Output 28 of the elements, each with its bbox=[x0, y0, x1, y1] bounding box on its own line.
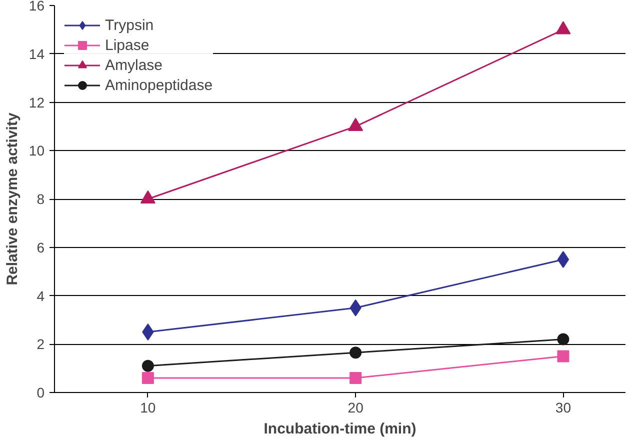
y-tick-label: 6 bbox=[36, 239, 45, 256]
point bbox=[350, 346, 362, 359]
point bbox=[557, 250, 570, 268]
x-tick-label: 20 bbox=[348, 400, 364, 416]
point bbox=[142, 372, 154, 384]
y-tick-label: 4 bbox=[36, 288, 45, 304]
y-tick-label: 14 bbox=[28, 46, 45, 62]
point bbox=[557, 333, 570, 346]
legend-label: Amylase bbox=[105, 56, 163, 74]
y-tick-label: 8 bbox=[36, 191, 45, 207]
x-tick-label: 10 bbox=[140, 400, 156, 416]
point bbox=[140, 190, 156, 204]
y-axis-title: Relative enzyme activity bbox=[4, 112, 21, 286]
y-tick-label: 10 bbox=[28, 142, 45, 159]
legend-label: Aminopeptidase bbox=[105, 76, 213, 94]
legend-label: Trypsin bbox=[105, 16, 154, 34]
legend-label: Lipase bbox=[105, 36, 150, 54]
point bbox=[350, 372, 362, 384]
point bbox=[556, 21, 571, 34]
point bbox=[557, 350, 570, 362]
point bbox=[142, 360, 154, 372]
point bbox=[348, 118, 364, 131]
y-tick-label: 2 bbox=[36, 336, 45, 352]
y-tick-label: 16 bbox=[28, 0, 45, 14]
x-tick-label: 30 bbox=[555, 400, 572, 416]
x-axis-title: Incubation-time (min) bbox=[264, 420, 416, 438]
y-tick-label: 0 bbox=[36, 384, 45, 400]
y-tick-label: 12 bbox=[28, 94, 45, 110]
